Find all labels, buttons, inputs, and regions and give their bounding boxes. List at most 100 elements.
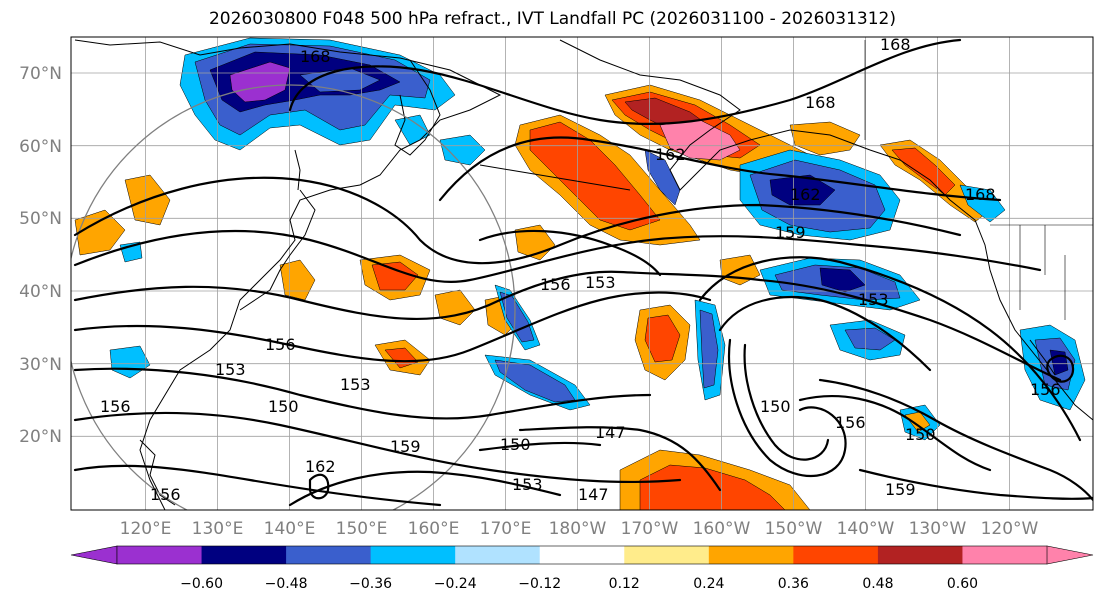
contour-label: 156 bbox=[150, 485, 181, 504]
contour-label: 156 bbox=[100, 397, 131, 416]
contour-label: 168 bbox=[300, 47, 331, 66]
contour-label: 156 bbox=[1030, 380, 1061, 399]
lon-label-130e: 130°E bbox=[192, 519, 244, 539]
lon-label-150e: 150°E bbox=[336, 519, 388, 539]
coast-asia bbox=[74, 39, 502, 510]
colorbar-cell bbox=[286, 546, 372, 564]
coast-baja bbox=[1029, 339, 1056, 376]
colorbar-cell bbox=[370, 546, 456, 564]
borders bbox=[864, 40, 1093, 320]
contour-159 bbox=[73, 229, 1042, 283]
contour-label: 150 bbox=[500, 435, 531, 454]
contour-label: 162 bbox=[305, 457, 336, 476]
shade-navy-midpac bbox=[819, 267, 866, 293]
coast-sakhalin bbox=[294, 149, 301, 191]
shade-royalblue-streak2 bbox=[499, 291, 535, 343]
colorbar-cell bbox=[539, 546, 625, 564]
colorbar-cell bbox=[962, 546, 1048, 564]
lon-label-170e: 170°E bbox=[480, 519, 532, 539]
landfall-circle bbox=[71, 84, 516, 510]
colorbar-frame bbox=[116, 545, 1048, 565]
contour-small-loop bbox=[308, 473, 330, 500]
contour-label: 159 bbox=[390, 437, 421, 456]
colorbar-tick-label: −0.60 bbox=[180, 576, 223, 592]
contour-156-c bbox=[818, 378, 1093, 502]
contour-label: 159 bbox=[885, 480, 916, 499]
shade-royalblue-streak1 bbox=[494, 359, 576, 403]
contour-153-d bbox=[478, 229, 662, 277]
map-content: 168 168 168 168 162 162 162 159 159 159 … bbox=[71, 37, 1093, 510]
border-states bbox=[1019, 225, 1066, 320]
contour-162 bbox=[73, 176, 962, 265]
shade-royalblue-170w-streak bbox=[699, 309, 719, 389]
contour-150-a bbox=[73, 367, 652, 420]
latitude-labels: 70°N 60°N 50°N 40°N 30°N 20°N bbox=[19, 64, 62, 447]
contour-trough-outer bbox=[698, 256, 1082, 442]
lat-label-70n: 70°N bbox=[19, 64, 62, 84]
contour-trough-u2 bbox=[743, 343, 830, 461]
contour-159-b bbox=[858, 468, 1093, 500]
shade-orangered-170w bbox=[644, 314, 681, 363]
colorbar-cell bbox=[877, 546, 963, 564]
contour-168-a bbox=[288, 38, 962, 126]
contour-label: 162 bbox=[790, 185, 821, 204]
colorbar-cell bbox=[624, 546, 710, 564]
colorbar-tick-label: −0.24 bbox=[434, 576, 477, 592]
height-contours bbox=[73, 38, 1093, 507]
colorbar-extend-high bbox=[1046, 545, 1094, 565]
colorbar-cell bbox=[708, 546, 794, 564]
colorbar-tick-label: −0.48 bbox=[265, 576, 308, 592]
shade-orangered-40n bbox=[371, 261, 419, 291]
contour-label: 153 bbox=[585, 273, 616, 292]
contour-label: 159 bbox=[775, 223, 806, 242]
map-title: 2026030800 F048 500 hPa refract., IVT La… bbox=[208, 9, 896, 29]
contour-label: 168 bbox=[965, 185, 996, 204]
shade-navy-goa bbox=[769, 174, 836, 206]
colorbar-cell bbox=[455, 546, 541, 564]
shade-blue-bc bbox=[959, 184, 1006, 223]
contour-153-b bbox=[73, 411, 682, 484]
contour-label: 150 bbox=[268, 397, 299, 416]
coast-alaska bbox=[559, 39, 1093, 421]
colorbar-ticks: −0.60 −0.48 −0.36 −0.24 −0.12 0.12 0.24 … bbox=[180, 576, 978, 592]
colorbar: −0.60 −0.48 −0.36 −0.24 −0.12 0.12 0.24 … bbox=[70, 545, 1094, 592]
longitude-labels: 120°E 130°E 140°E 150°E 160°E 170°E 180°… bbox=[120, 519, 1039, 539]
coast-philippines bbox=[139, 439, 176, 506]
lon-label-160e: 160°E bbox=[408, 519, 460, 539]
colorbar-cell bbox=[201, 546, 287, 564]
contour-label: 156 bbox=[265, 335, 296, 354]
contour-156-b bbox=[73, 464, 442, 507]
lon-label-160w: 160°W bbox=[693, 519, 751, 539]
shade-orangered-bc bbox=[891, 147, 956, 196]
shade-orange-140w-20n bbox=[904, 411, 931, 433]
colorbar-cell bbox=[793, 546, 879, 564]
contour-label: 147 bbox=[578, 485, 609, 504]
colorbar-extend-low bbox=[70, 545, 118, 565]
lon-label-120w: 120°W bbox=[981, 519, 1039, 539]
contour-150-b bbox=[798, 394, 992, 472]
contour-mexico-loop bbox=[1046, 354, 1075, 383]
contour-label: 156 bbox=[835, 413, 866, 432]
colorbar-tick-label: 0.24 bbox=[693, 576, 724, 592]
lat-label-40n: 40°N bbox=[19, 282, 62, 302]
contour-label: 150 bbox=[905, 425, 936, 444]
contour-153-c bbox=[478, 441, 602, 452]
lat-label-20n: 20°N bbox=[19, 427, 62, 447]
contour-168-b bbox=[438, 136, 1002, 202]
lon-label-170w: 170°W bbox=[621, 519, 679, 539]
colorbar-cells bbox=[117, 546, 1048, 564]
lon-label-130w: 130°W bbox=[909, 519, 967, 539]
lon-label-120e: 120°E bbox=[120, 519, 172, 539]
shade-orange-west bbox=[74, 209, 126, 256]
colorbar-tick-label: −0.36 bbox=[349, 576, 392, 592]
colorbar-tick-label: 0.12 bbox=[609, 576, 640, 592]
coast-aleutians bbox=[479, 164, 631, 191]
contour-labels: 168 168 168 168 162 162 162 159 159 159 … bbox=[100, 37, 1061, 504]
colorbar-tick-label: 0.60 bbox=[947, 576, 978, 592]
coast-japan bbox=[239, 189, 316, 311]
contour-label: 153 bbox=[215, 360, 246, 379]
colorbar-tick-label: 0.36 bbox=[778, 576, 809, 592]
coastlines bbox=[74, 39, 1093, 510]
contour-156-a bbox=[73, 270, 1062, 382]
